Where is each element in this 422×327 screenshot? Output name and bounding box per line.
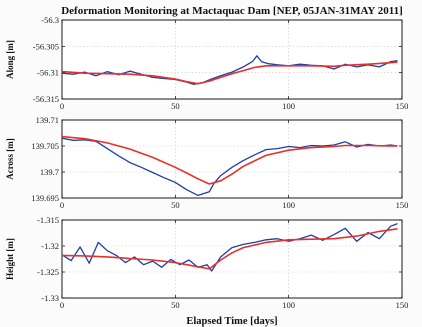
x-tick-label: 100 xyxy=(282,101,295,111)
x-tick-label: 50 xyxy=(171,200,180,210)
x-tick-label: 0 xyxy=(60,300,64,310)
y-tick-label: -56.315 xyxy=(33,94,59,104)
observed-series-line-across xyxy=(61,137,398,197)
y-tick-label: -1.315 xyxy=(37,215,59,225)
y-tick-label: -1.33 xyxy=(41,293,59,303)
panel-along: 0 50 100 150 -56.3 -56.305 -56.31 -56.315 Along … xyxy=(5,15,408,111)
fitted-series-line-along xyxy=(61,61,398,85)
y-tick-label: 139.71 xyxy=(36,115,59,125)
y-tick-label: -56.3 xyxy=(41,15,59,25)
x-tick-label: 100 xyxy=(282,200,295,210)
panels-group: 0 50 100 150 -56.3 -56.305 -56.31 -56.315 Along … xyxy=(5,15,408,310)
observed-series-line-height xyxy=(61,222,398,272)
x-tick-label: 50 xyxy=(171,101,180,111)
x-axis-label: Elapsed Time [days] xyxy=(186,316,277,327)
x-tick-label: 150 xyxy=(396,200,409,210)
y-axis-label-across: Across [m] xyxy=(5,138,15,180)
fitted-series-line-across xyxy=(61,135,398,185)
x-tick-label: 50 xyxy=(171,300,180,310)
x-tick-label: 100 xyxy=(282,300,295,310)
x-tick-label: 150 xyxy=(396,300,409,310)
x-tick-label: 0 xyxy=(60,200,64,210)
fitted-series-line-height xyxy=(61,228,398,270)
y-axis-label-along: Along [m] xyxy=(5,40,15,79)
plot-area-height xyxy=(61,219,403,299)
plot-area-along xyxy=(61,19,403,100)
y-axis-label-height: Height [m] xyxy=(5,238,15,280)
x-tick-label: 150 xyxy=(396,101,409,111)
x-tick-label: 0 xyxy=(60,101,64,111)
y-tick-label: -56.305 xyxy=(33,41,59,51)
y-tick-label: 139.7 xyxy=(40,167,59,177)
y-tick-label: 139.695 xyxy=(31,193,59,203)
y-tick-label: -56.31 xyxy=(37,68,59,78)
y-tick-label: -1.32 xyxy=(41,241,59,251)
y-tick-label: -1.325 xyxy=(37,267,59,277)
y-tick-label: 139.705 xyxy=(31,141,59,151)
plot-area-across xyxy=(61,119,403,199)
panel-height: 0 50 100 150 -1.315 -1.32 -1.325 -1.33 Height [m… xyxy=(5,215,408,310)
panel-across: 0 50 100 150 139.71 139.705 139.7 139.695 Across… xyxy=(5,115,408,210)
chart-title: Deformation Monitoring at Mactaquac Dam … xyxy=(61,5,403,17)
